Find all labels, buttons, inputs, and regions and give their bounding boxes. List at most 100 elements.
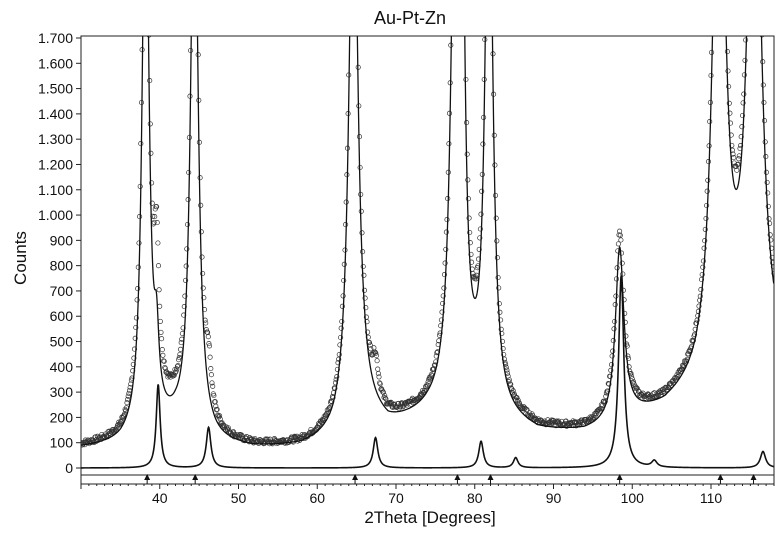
y-tick-label: 600 (50, 308, 74, 324)
observed-point (703, 215, 709, 222)
observed-point (618, 237, 624, 243)
calculated-line (81, 36, 774, 446)
observed-point (606, 381, 612, 387)
y-tick-label: 0 (65, 460, 73, 476)
observed-point (428, 374, 434, 380)
observed-point (611, 326, 617, 332)
observed-point (339, 318, 345, 325)
observed-point (771, 270, 774, 276)
observed-point (377, 380, 383, 386)
observed-point (134, 297, 140, 303)
observed-point (149, 200, 155, 206)
observed-point (514, 395, 520, 401)
observed-point (147, 121, 153, 127)
observed-point (769, 254, 774, 260)
observed-point (307, 429, 313, 435)
observed-point (174, 363, 180, 369)
observed-point (609, 353, 615, 359)
observed-point (465, 196, 471, 202)
reflection-marker (750, 474, 757, 480)
observed-point (695, 308, 701, 314)
observed-point (184, 221, 191, 228)
observed-point (727, 110, 733, 116)
observed-point (162, 365, 168, 371)
observed-point (765, 203, 771, 209)
observed-point (480, 141, 486, 147)
observed-point (333, 376, 339, 383)
observed-point (496, 301, 502, 307)
x-tick-label: 40 (152, 490, 168, 506)
observed-point (382, 392, 388, 399)
y-tick-label: 1.400 (38, 106, 73, 122)
y-tick-label: 800 (50, 258, 74, 274)
observed-point (692, 331, 698, 337)
observed-point (175, 362, 181, 369)
x-tick-label: 60 (309, 490, 325, 506)
plot-frame (80, 35, 775, 485)
observed-point (421, 388, 427, 394)
observed-point (625, 353, 631, 359)
observed-point (217, 413, 223, 419)
observed-point (440, 293, 446, 299)
observed-point (377, 381, 383, 387)
observed-point (183, 277, 189, 283)
observed-point (766, 216, 772, 222)
observed-point (499, 330, 505, 337)
observed-point (133, 315, 139, 321)
y-tick-label: 500 (50, 334, 74, 350)
reflection-marker (144, 474, 151, 480)
observed-point (135, 264, 141, 270)
observed-point (704, 202, 710, 209)
reflection-marker (192, 474, 199, 480)
observed-point (199, 254, 205, 260)
observed-point (509, 386, 515, 392)
observed-point (763, 154, 769, 160)
observed-point (673, 375, 679, 381)
observed-point (699, 271, 705, 278)
observed-point (206, 343, 213, 349)
observed-point (441, 285, 447, 291)
observed-point (181, 304, 187, 310)
observed-point (605, 388, 611, 394)
observed-point (207, 354, 213, 360)
observed-point (201, 295, 207, 301)
observed-point (440, 300, 446, 307)
observed-point (200, 270, 206, 277)
observed-point (739, 112, 746, 119)
observed-point (160, 352, 166, 358)
observed-point (428, 371, 434, 378)
observed-point (152, 214, 158, 220)
observed-point (214, 406, 220, 412)
observed-point (208, 366, 214, 372)
observed-point (136, 240, 142, 246)
observed-point (335, 360, 341, 366)
observed-point (239, 432, 245, 438)
observed-point (588, 415, 594, 421)
observed-point (361, 272, 367, 278)
observed-point (494, 255, 500, 261)
observed-point (157, 318, 163, 324)
observed-point (203, 320, 209, 326)
observed-point (205, 334, 211, 340)
observed-point (156, 287, 162, 293)
observed-point (336, 356, 342, 362)
y-tick-label: 100 (50, 435, 74, 451)
observed-point (463, 30, 467, 34)
reflection-marker (352, 474, 359, 480)
observed-point (620, 271, 626, 277)
observed-point (359, 230, 365, 236)
observed-point (726, 100, 732, 106)
observed-point (338, 325, 344, 331)
observed-point (133, 324, 139, 331)
observed-point (624, 341, 630, 347)
observed-point (602, 398, 608, 405)
observed-point (373, 352, 380, 359)
y-axis-title: Counts (11, 231, 30, 285)
observed-point (610, 338, 616, 344)
observed-point (498, 317, 504, 323)
observed-point (334, 366, 340, 372)
observed-point (764, 179, 770, 185)
observed-point (149, 180, 155, 186)
observed-point (607, 373, 613, 379)
observed-point (374, 358, 380, 364)
